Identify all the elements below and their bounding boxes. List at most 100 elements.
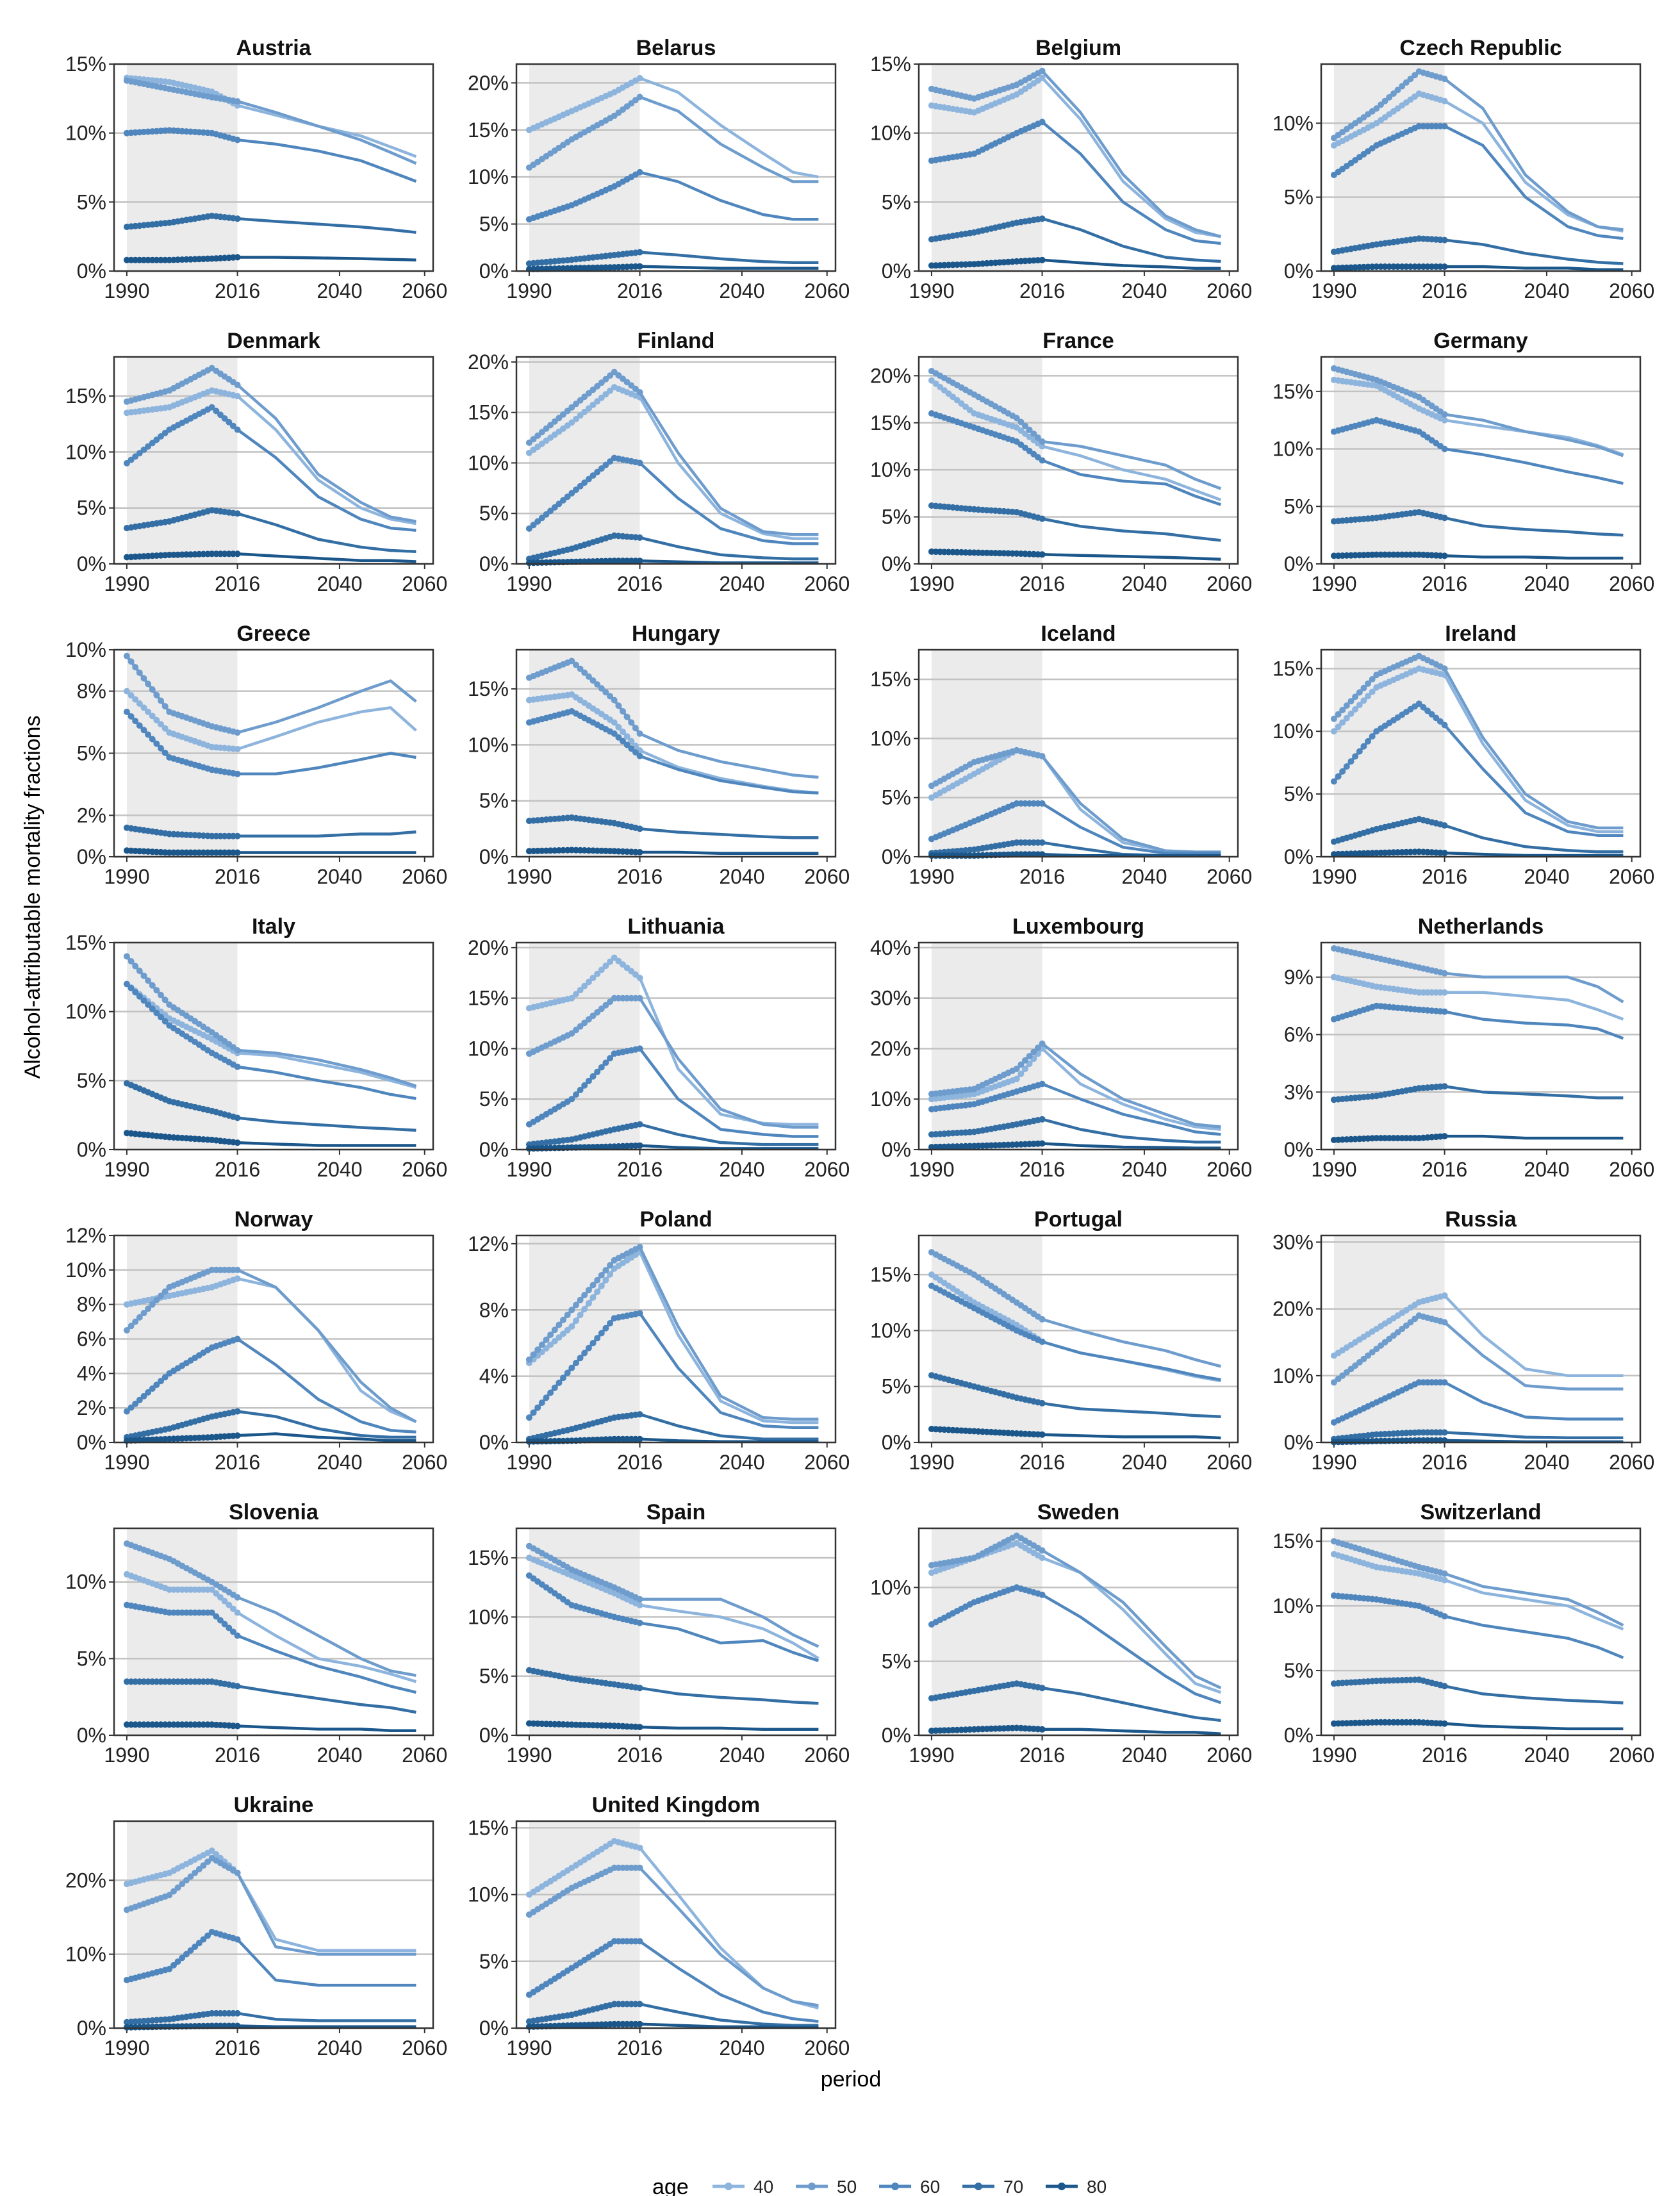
observed-point-age-60 [158, 1378, 164, 1385]
y-tick-label: 10% [870, 1576, 911, 1599]
observed-point-age-40 [573, 1317, 579, 1325]
observed-point-age-60 [229, 422, 236, 429]
observed-point-age-60 [611, 730, 618, 737]
facet-panels: 0% 5% 10% 15% 1990 2016 2040 2060 Austria 0% 5% 10%… [65, 36, 1654, 2060]
observed-point-age-70 [636, 534, 643, 541]
observed-point-age-40 [1017, 1070, 1025, 1077]
observed-point-age-60 [598, 465, 605, 472]
observed-point-age-50 [636, 1596, 643, 1603]
legend-key-point [808, 2183, 816, 2190]
observed-point-age-60 [589, 472, 597, 479]
y-tick-label: 5% [479, 1087, 509, 1110]
panel-title: Italy [252, 914, 295, 939]
observed-point-age-50 [589, 386, 597, 393]
panel-border [1320, 63, 1642, 272]
observed-point-age-70 [234, 832, 241, 839]
observed-point-age-50 [1039, 1547, 1046, 1554]
observed-point-age-50 [234, 729, 241, 736]
observed-period-shade [931, 1235, 1042, 1442]
observed-point-age-40 [1356, 702, 1363, 709]
y-tick-label: 0% [1284, 1724, 1314, 1747]
observed-point-age-40 [145, 708, 152, 715]
observed-point-age-60 [1420, 704, 1427, 711]
observed-point-age-50 [598, 1005, 605, 1012]
observed-point-age-60 [556, 1380, 563, 1386]
panel-lithuania: 0% 5% 10% 15% 20% 1990 2016 2040 2060 Lithuania [468, 914, 850, 1181]
observed-point-age-70 [1039, 1116, 1046, 1123]
panel-title: Luxembourg [1012, 914, 1144, 939]
panel-border [113, 941, 434, 1151]
y-tick-label: 5% [1284, 186, 1314, 209]
x-tick-label: 2016 [215, 865, 260, 888]
legend-item-age-40: 40 [712, 2177, 773, 2196]
y-tick-label: 0% [479, 2017, 509, 2040]
panel-border [918, 356, 1239, 565]
observed-point-age-60 [1365, 738, 1371, 745]
observed-point-age-80 [234, 550, 241, 557]
panel-border [113, 648, 434, 858]
x-tick-label: 1990 [506, 279, 552, 302]
observed-point-age-60 [564, 493, 571, 500]
observed-point-age-80 [234, 849, 241, 856]
panel-title: Slovenia [229, 1500, 319, 1524]
x-tick-label: 2040 [317, 572, 362, 595]
observed-point-age-60 [585, 1344, 592, 1351]
observed-point-age-50 [1407, 76, 1414, 83]
observed-period-shade [126, 1821, 238, 2028]
x-tick-label: 1990 [1311, 865, 1356, 888]
observed-point-age-40 [1022, 1066, 1028, 1072]
observed-point-age-40 [602, 962, 609, 970]
x-tick-label: 1990 [909, 865, 954, 888]
observed-point-age-50 [602, 1267, 609, 1274]
y-tick-label: 5% [1284, 495, 1314, 518]
observed-point-age-60 [525, 525, 532, 532]
observed-point-age-80 [234, 254, 241, 261]
observed-point-age-50 [581, 393, 588, 400]
y-tick-label: 0% [479, 1724, 509, 1747]
y-tick-label: 0% [882, 260, 911, 283]
observed-point-age-40 [1330, 728, 1337, 735]
x-tick-label: 2016 [215, 2036, 260, 2060]
observed-point-age-50 [611, 697, 618, 704]
observed-point-age-50 [136, 968, 143, 975]
x-tick-label: 2060 [1609, 865, 1654, 888]
x-tick-label: 2040 [1121, 1451, 1167, 1474]
y-tick-label: 20% [468, 71, 509, 94]
observed-point-age-80 [1039, 551, 1046, 558]
observed-point-age-40 [594, 398, 601, 405]
observed-point-age-50 [136, 669, 143, 676]
x-tick-label: 2060 [1206, 1451, 1252, 1474]
observed-point-age-50 [140, 972, 147, 979]
y-tick-label: 0% [77, 845, 106, 868]
y-tick-label: 8% [77, 680, 106, 703]
y-tick-label: 5% [77, 1069, 106, 1092]
x-tick-label: 2016 [617, 1158, 663, 1181]
panel-border [918, 63, 1239, 272]
legend-label: 80 [1087, 2177, 1107, 2196]
observed-point-age-60 [1039, 119, 1046, 126]
observed-point-age-50 [577, 1023, 584, 1030]
observed-point-age-50 [153, 691, 160, 698]
observed-point-age-60 [577, 483, 584, 490]
observed-point-age-60 [1330, 778, 1337, 785]
observed-point-age-40 [1441, 989, 1448, 996]
panel-slovenia: 0% 5% 10% 1990 2016 2040 2060 Slovenia [65, 1500, 447, 1767]
observed-point-age-60 [132, 718, 139, 725]
y-tick-label: 0% [479, 260, 509, 283]
panel-title: Switzerland [1421, 1500, 1542, 1524]
observed-point-age-80 [1441, 850, 1448, 857]
observed-point-age-50 [1039, 1316, 1046, 1323]
y-tick-label: 5% [479, 502, 509, 525]
observed-point-age-60 [234, 1632, 241, 1639]
y-tick-label: 6% [1284, 1023, 1314, 1046]
observed-point-age-60 [158, 433, 164, 440]
x-tick-label: 2016 [1019, 572, 1065, 595]
x-tick-label: 2040 [1121, 279, 1167, 302]
observed-point-age-50 [568, 657, 575, 665]
observed-point-age-70 [1039, 1685, 1046, 1692]
x-tick-label: 2060 [1609, 1744, 1654, 1767]
observed-point-age-40 [128, 692, 135, 699]
observed-point-age-60 [636, 459, 643, 466]
y-tick-label: 10% [65, 440, 106, 463]
observed-point-age-40 [1369, 688, 1376, 695]
